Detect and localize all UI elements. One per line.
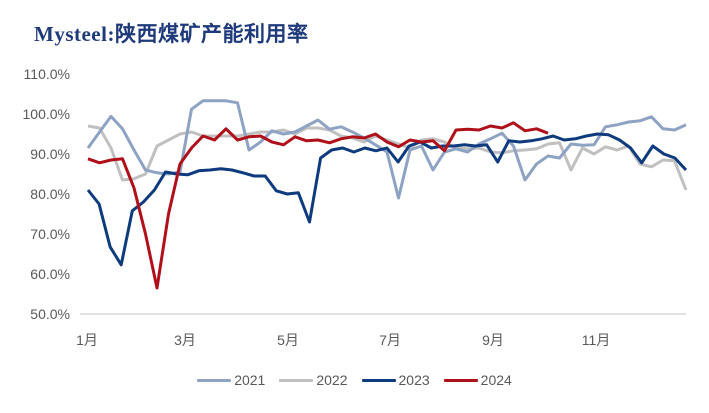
y-tick-label: 70.0%: [30, 226, 70, 242]
x-tick-label: 7月: [379, 332, 401, 348]
y-tick-label: 110.0%: [24, 66, 70, 82]
y-tick-label: 90.0%: [30, 146, 70, 162]
legend-swatch-icon: [279, 378, 314, 382]
legend-item-2021: 2021: [197, 372, 265, 388]
legend-swatch-icon: [361, 378, 396, 382]
legend-item-2022: 2022: [279, 372, 348, 388]
x-tick-label: 3月: [174, 332, 196, 348]
legend-label: 2024: [480, 372, 512, 388]
series-line-2024: [87, 121, 549, 290]
legend-swatch-icon: [443, 378, 478, 382]
y-tick-label: 80.0%: [30, 186, 70, 202]
y-tick-label: 100.0%: [23, 106, 70, 122]
legend-label: 2021: [234, 372, 266, 388]
y-tick-label: 50.0%: [30, 306, 70, 322]
chart-title: Mysteel:陕西煤矿产能利用率: [34, 22, 309, 46]
legend-item-2023: 2023: [361, 372, 430, 388]
legend-label: 2022: [316, 372, 348, 388]
x-tick-label: 11月: [582, 332, 611, 348]
series-line-2021: [86, 99, 687, 200]
x-tick-label: 9月: [482, 332, 504, 348]
legend: 2021 2022 2023 2024: [0, 372, 709, 388]
legend-label: 2023: [398, 372, 430, 388]
y-tick-label: 60.0%: [30, 266, 70, 282]
x-tick-label: 5月: [277, 332, 299, 348]
legend-swatch-icon: [197, 378, 232, 382]
y-axis: 50.0% 60.0% 70.0% 80.0% 90.0% 100.0% 110.0%: [23, 66, 70, 322]
series-lines: [86, 99, 688, 290]
x-tick-label: 1月: [76, 332, 98, 348]
x-axis: 1月 3月 5月 7月 9月 11月: [76, 332, 610, 348]
series-line-2023: [86, 132, 688, 267]
legend-item-2024: 2024: [443, 372, 512, 388]
